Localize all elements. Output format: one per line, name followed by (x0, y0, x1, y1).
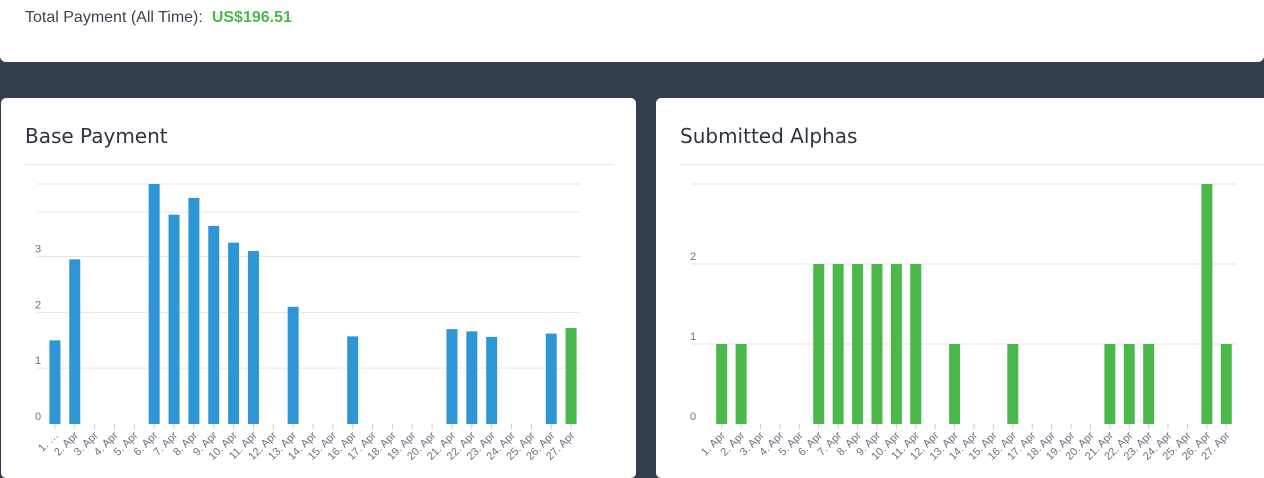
bar[interactable] (813, 264, 825, 424)
total-payment-label: Total Payment (All Time): (25, 9, 203, 26)
bar[interactable] (347, 336, 359, 424)
bar[interactable] (852, 264, 864, 424)
bar[interactable] (486, 336, 498, 424)
y-tick-label: 0 (35, 411, 41, 423)
bar[interactable] (228, 242, 240, 424)
total-payment-row: Total Payment (All Time): US$196.51 (25, 9, 292, 27)
bar[interactable] (466, 331, 478, 424)
bar[interactable] (148, 184, 160, 424)
bar[interactable] (1220, 344, 1232, 424)
y-tick-label: 2 (690, 251, 696, 263)
y-tick-label: 2 (35, 299, 41, 311)
total-payment-value: US$196.51 (211, 9, 292, 26)
submitted-alphas-card: Submitted Alphas 0 1 2 1. Apr 2. Apr 3. Apr 4.… (656, 98, 1264, 478)
bar[interactable] (1201, 184, 1213, 424)
bar[interactable] (287, 306, 299, 424)
bar[interactable] (545, 333, 557, 424)
bar[interactable] (1104, 344, 1116, 424)
submitted-alphas-title: Submitted Alphas (680, 124, 858, 148)
bar[interactable] (949, 344, 961, 424)
base-payment-title: Base Payment (25, 124, 168, 148)
bar[interactable] (69, 259, 81, 424)
card-divider (680, 164, 1264, 165)
y-tick-label: 0 (690, 411, 696, 423)
bar[interactable] (208, 225, 220, 424)
bar[interactable] (188, 197, 200, 424)
y-tick-label: 1 (690, 331, 696, 343)
base-payment-card: Base Payment 0 1 2 3 1. … 2. Apr 3. Apr 4. Apr 5… (1, 98, 636, 478)
y-tick-label: 3 (35, 244, 41, 256)
bar[interactable] (1143, 344, 1155, 424)
summary-panel: Total Payment (All Time): US$196.51 (0, 0, 1264, 62)
bar[interactable] (49, 340, 61, 424)
bar[interactable] (1007, 344, 1019, 424)
bar[interactable] (716, 344, 728, 424)
bar[interactable] (890, 264, 902, 424)
card-divider (25, 164, 612, 165)
y-tick-label: 1 (35, 355, 41, 367)
bar[interactable] (910, 264, 922, 424)
bar[interactable] (168, 214, 180, 424)
bar[interactable] (446, 329, 458, 424)
bar[interactable] (565, 328, 577, 424)
bar[interactable] (735, 344, 747, 424)
bar[interactable] (1123, 344, 1135, 424)
bar[interactable] (832, 264, 844, 424)
bar[interactable] (247, 250, 259, 424)
bar[interactable] (871, 264, 883, 424)
